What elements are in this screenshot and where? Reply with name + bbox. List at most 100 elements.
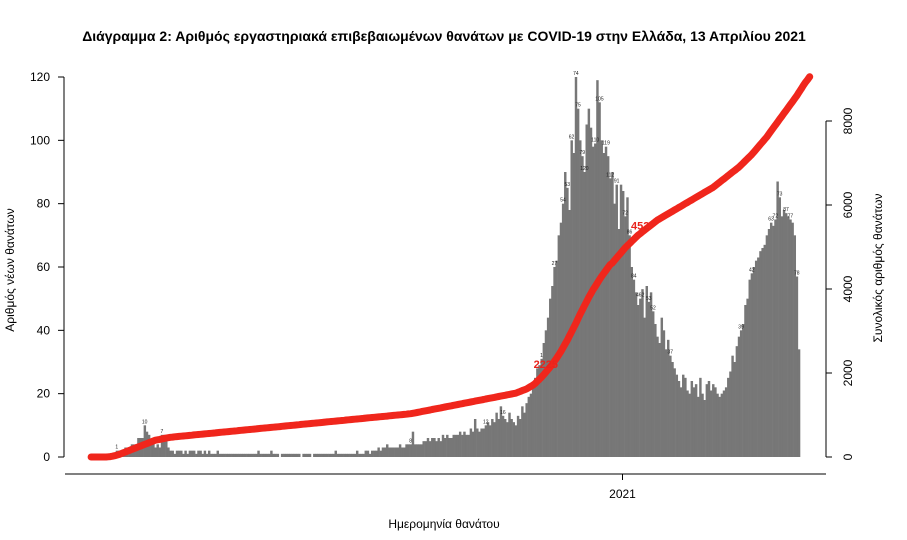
bar-data-label: 112 (606, 172, 614, 178)
bar (495, 412, 498, 457)
bar (748, 279, 751, 457)
bar (737, 336, 741, 457)
bar-data-label: 54 (560, 198, 566, 204)
bar (261, 453, 265, 457)
bar (253, 453, 256, 457)
bar (212, 453, 215, 457)
bar (248, 453, 252, 457)
y2-tick-label: 2000 (841, 359, 855, 386)
bar (546, 317, 550, 457)
bar (437, 438, 440, 457)
bar (240, 453, 243, 457)
bar (390, 447, 393, 457)
bar-data-label: 72 (622, 210, 628, 216)
bar (703, 400, 706, 457)
bar (362, 453, 365, 457)
bar-data-label: 79 (579, 150, 585, 156)
bar (394, 447, 398, 457)
bar (506, 422, 509, 457)
bar (433, 438, 436, 457)
bar (750, 273, 754, 457)
bar (315, 453, 318, 457)
bar (426, 438, 430, 457)
bar (769, 222, 773, 457)
x-tick-label: 2021 (609, 487, 636, 501)
bar (572, 153, 576, 457)
bar (469, 428, 473, 457)
bar (540, 358, 543, 457)
bar (190, 450, 194, 457)
bar-series (107, 77, 801, 458)
bar (358, 453, 361, 457)
bar (377, 447, 380, 457)
bar (651, 311, 655, 457)
bar (405, 444, 408, 457)
bar (345, 453, 348, 457)
bar (514, 425, 518, 457)
bar (210, 453, 213, 457)
bar (669, 355, 672, 457)
bar (516, 415, 520, 457)
bar-data-label: 10 (142, 419, 148, 425)
bar (574, 77, 578, 457)
bar (323, 453, 327, 457)
bar (418, 444, 421, 457)
bar (207, 450, 211, 457)
bar (160, 434, 164, 457)
bar-data-label: 110 (591, 138, 599, 144)
chart-title: Διάγραμμα 2: Αριθμός εργαστηριακά επιβεβ… (82, 28, 806, 44)
bar-data-label: 16 (500, 410, 506, 416)
bar (225, 453, 228, 457)
bar (664, 349, 668, 457)
bar-data-label: 73 (777, 191, 783, 197)
bar (355, 450, 359, 457)
bar (480, 428, 483, 457)
bar-data-label: 86 (627, 229, 633, 235)
y-tick-label: 120 (30, 70, 50, 84)
bar (205, 453, 209, 457)
bar (649, 292, 653, 457)
bar (587, 108, 591, 458)
bar (630, 267, 633, 457)
bar (628, 235, 631, 457)
bar (463, 431, 466, 457)
bar (388, 447, 391, 457)
bar (246, 453, 250, 457)
bar (175, 450, 179, 457)
bar (165, 441, 168, 457)
bar (604, 146, 608, 457)
bar (325, 453, 329, 457)
bar (733, 362, 736, 457)
bar (697, 396, 700, 457)
bar (656, 336, 659, 457)
bar (360, 453, 363, 457)
bar (570, 140, 573, 458)
bar (667, 339, 670, 457)
bar (473, 419, 477, 457)
bar (353, 453, 357, 457)
bar (199, 450, 202, 457)
bar (268, 453, 271, 457)
bar (690, 381, 694, 457)
bar (521, 406, 524, 457)
bar (787, 216, 790, 457)
bar (283, 453, 286, 457)
x-axis-label: Ημερομηνία θανάτου (388, 517, 499, 531)
bar (370, 450, 374, 457)
y-tick-label: 100 (30, 133, 50, 147)
bar (671, 362, 674, 457)
bar-data-label: 72 (773, 214, 779, 220)
bar (351, 453, 355, 457)
bar (334, 450, 337, 457)
bar (317, 453, 320, 457)
bar (499, 406, 503, 457)
bar (714, 387, 717, 457)
bar (712, 384, 715, 457)
bar (396, 447, 400, 457)
bar (606, 156, 610, 457)
bar (220, 453, 224, 457)
bar (641, 289, 644, 457)
bar (173, 453, 177, 457)
bar (308, 453, 312, 457)
bar-data-label: 42 (749, 267, 755, 273)
